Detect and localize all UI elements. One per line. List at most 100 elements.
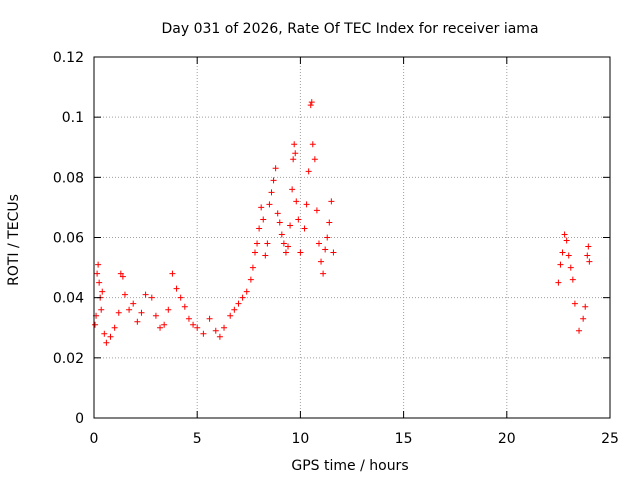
data-point xyxy=(130,300,137,307)
data-point xyxy=(92,321,99,328)
data-point xyxy=(582,303,589,310)
y-tick-label: 0.04 xyxy=(53,291,84,307)
data-point xyxy=(291,141,298,148)
data-point xyxy=(249,264,256,271)
data-point xyxy=(190,321,197,328)
data-point xyxy=(318,258,325,265)
x-tick-label: 15 xyxy=(395,431,413,447)
data-point xyxy=(181,303,188,310)
data-point xyxy=(584,252,591,259)
data-point xyxy=(561,231,568,238)
data-points xyxy=(92,99,593,346)
data-point xyxy=(157,324,164,331)
data-point xyxy=(580,315,587,322)
data-point xyxy=(305,168,312,175)
data-point xyxy=(569,276,576,283)
data-point xyxy=(221,324,228,331)
data-point xyxy=(297,249,304,256)
data-point xyxy=(276,219,283,226)
data-point xyxy=(280,240,287,247)
data-point xyxy=(243,288,250,295)
data-point xyxy=(330,249,337,256)
data-point xyxy=(264,240,271,247)
data-point xyxy=(289,186,296,193)
data-point xyxy=(227,312,234,319)
data-point xyxy=(585,243,592,250)
data-point xyxy=(274,210,281,217)
data-point xyxy=(194,324,201,331)
data-point xyxy=(586,258,593,265)
data-point xyxy=(571,300,578,307)
data-point xyxy=(256,225,263,232)
data-point xyxy=(307,102,314,109)
data-point xyxy=(239,294,246,301)
data-point xyxy=(254,240,261,247)
data-point xyxy=(99,288,106,295)
data-point xyxy=(206,315,213,322)
data-point xyxy=(115,309,122,316)
data-point xyxy=(177,294,184,301)
x-tick-label: 0 xyxy=(90,431,99,447)
data-point xyxy=(235,300,242,307)
y-tick-label: 0 xyxy=(75,411,84,427)
chart-title: Day 031 of 2026, Rate Of TEC Index for r… xyxy=(161,21,538,37)
data-point xyxy=(295,216,302,223)
data-point xyxy=(212,327,219,334)
data-point xyxy=(565,252,572,259)
data-point xyxy=(173,285,180,292)
data-point xyxy=(95,261,102,268)
data-point xyxy=(301,225,308,232)
y-axis-label: ROTI / TECUs xyxy=(6,194,22,286)
data-point xyxy=(326,219,333,226)
data-point xyxy=(262,252,269,259)
y-tick-label: 0.02 xyxy=(53,351,84,367)
data-point xyxy=(117,270,124,277)
data-point xyxy=(107,333,114,340)
data-point xyxy=(313,207,320,214)
data-point xyxy=(315,240,322,247)
data-point xyxy=(557,261,564,268)
data-point xyxy=(270,177,277,184)
data-point xyxy=(567,264,574,271)
y-tick-label: 0.1 xyxy=(62,110,84,126)
x-ticks: 0 5 10 15 20 25 xyxy=(90,57,619,447)
grid-lines xyxy=(94,57,610,418)
data-point xyxy=(111,324,118,331)
y-tick-label: 0.06 xyxy=(53,231,84,247)
x-tick-label: 10 xyxy=(291,431,309,447)
data-point xyxy=(121,291,128,298)
data-point xyxy=(309,141,316,148)
data-point xyxy=(576,327,583,334)
x-axis-label: GPS time / hours xyxy=(291,458,408,474)
data-point xyxy=(287,222,294,229)
data-point xyxy=(311,156,318,163)
data-point xyxy=(142,291,149,298)
data-point xyxy=(119,273,126,280)
data-point xyxy=(555,279,562,286)
data-point xyxy=(247,276,254,283)
data-point xyxy=(231,306,238,313)
data-point xyxy=(322,246,329,253)
y-tick-label: 0.12 xyxy=(53,50,84,66)
data-point xyxy=(134,318,141,325)
data-point xyxy=(272,165,279,172)
data-point xyxy=(138,309,145,316)
data-point xyxy=(258,204,265,211)
x-tick-label: 5 xyxy=(193,431,202,447)
data-point xyxy=(290,156,297,163)
data-point xyxy=(260,216,267,223)
data-point xyxy=(94,270,101,277)
data-point xyxy=(216,333,223,340)
data-point xyxy=(278,231,285,238)
data-point xyxy=(320,270,327,277)
data-point xyxy=(148,294,155,301)
data-point xyxy=(559,249,566,256)
data-point xyxy=(101,330,108,337)
data-point xyxy=(563,237,570,244)
data-point xyxy=(185,315,192,322)
data-point xyxy=(161,321,168,328)
y-tick-label: 0.08 xyxy=(53,170,84,186)
data-point xyxy=(292,150,299,157)
data-point xyxy=(169,270,176,277)
